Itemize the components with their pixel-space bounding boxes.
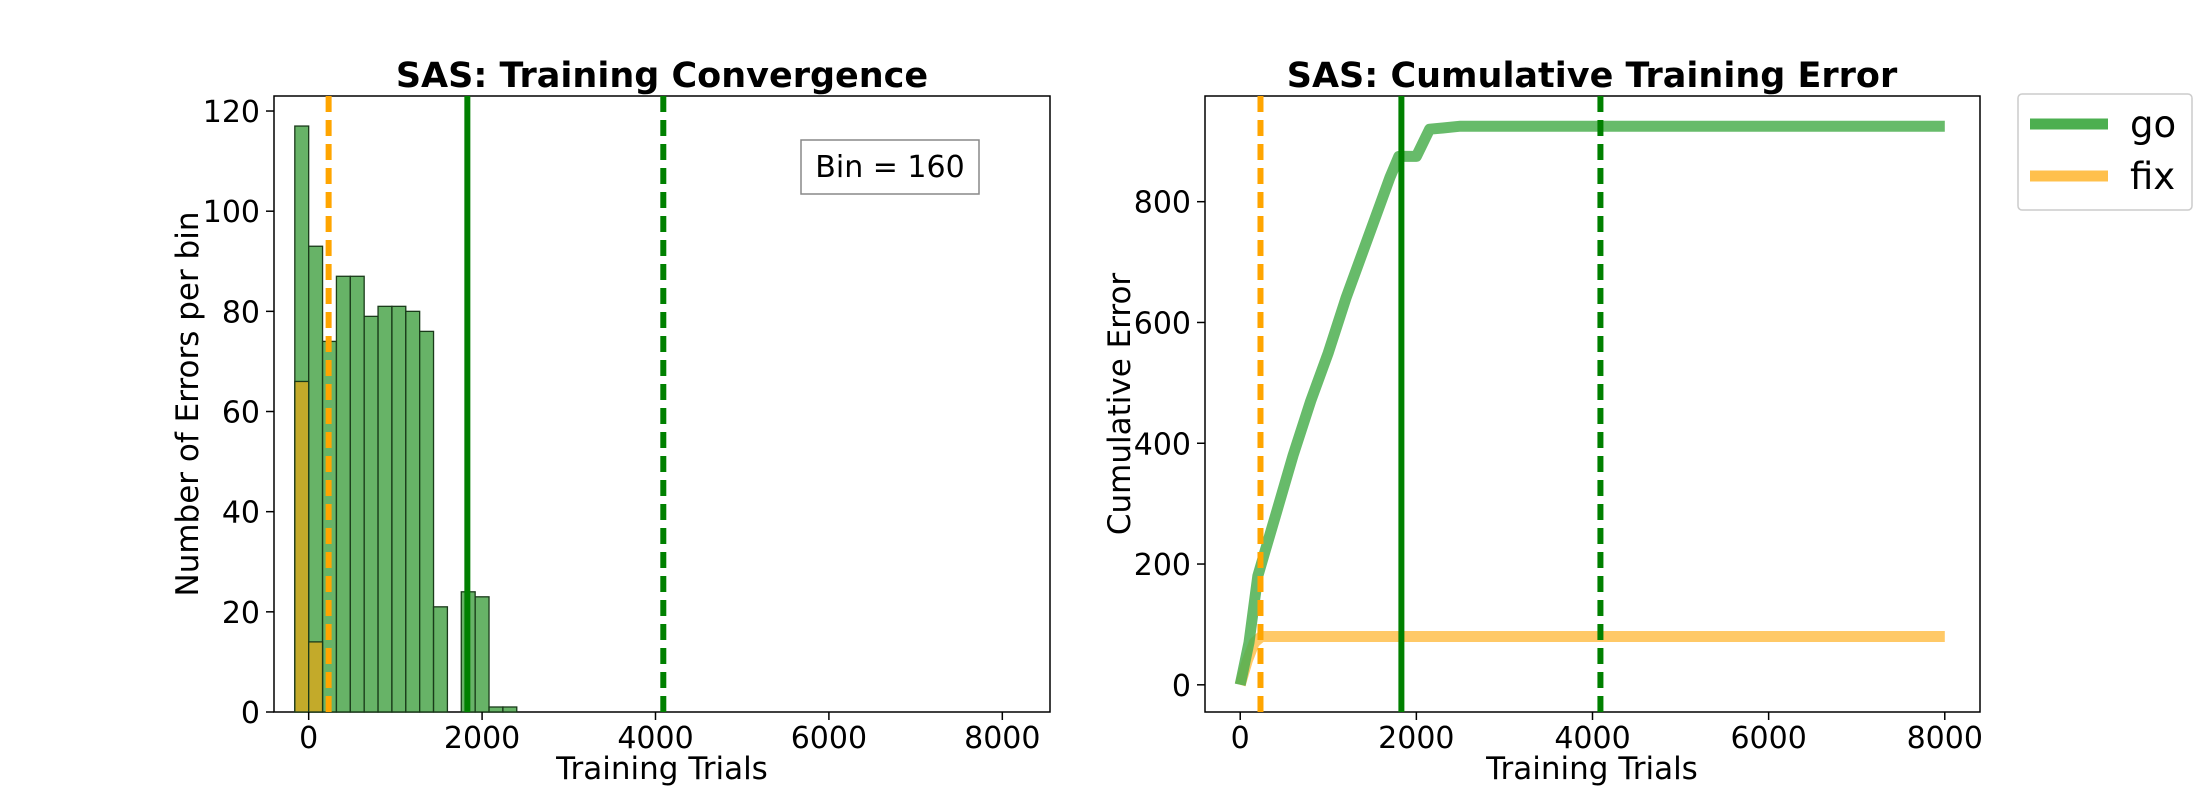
histogram-y-tick-label: 0: [241, 696, 260, 731]
cumulative-x-axis-label: Training Trials: [1485, 751, 1698, 787]
histogram-x-tick-label: 8000: [964, 721, 1040, 756]
histogram-x-tick-label: 6000: [791, 721, 867, 756]
histogram-y-tick-label: 80: [222, 295, 260, 330]
histogram-bar-go: [405, 310, 421, 713]
histogram-bar-fix: [308, 641, 324, 713]
cumulative-y-tick-label: 200: [1134, 548, 1191, 583]
histogram-y-tick-label: 20: [222, 596, 260, 631]
convergence-histogram-panel: 0 2000 4000 6000 8000 0 20 40 60 80 100 120 SAS: T…: [170, 56, 1051, 787]
cumulative-x-tick-label: 0: [1231, 721, 1250, 756]
cumulative-x-tick-label: 2000: [1378, 721, 1454, 756]
histogram-y-tick-label: 40: [222, 496, 260, 531]
cumulative-line-fix: [1234, 631, 1945, 687]
legend: go fix: [2017, 93, 2193, 211]
cumulative-title: SAS: Cumulative Training Error: [1287, 56, 1898, 96]
cumulative-x-tick-label: 4000: [1554, 721, 1630, 756]
cumulative-line-go: [1234, 120, 1945, 686]
histogram-bar-go: [502, 706, 518, 713]
histogram-x-tick-label: 0: [299, 721, 318, 756]
bin-size-note-box: [800, 139, 980, 195]
legend-label-go: go: [2130, 103, 2176, 146]
cumulative-x-tick-label: 6000: [1730, 721, 1806, 756]
cumulative-error-panel: 0 2000 4000 6000 8000 0 200 400 600 800 SAS: Cum…: [1102, 56, 1983, 787]
cumulative-y-axis-label: Cumulative Error: [1102, 273, 1138, 536]
cumulative-y-tick-label: 800: [1134, 186, 1191, 221]
histogram-bar-go: [335, 275, 351, 713]
histogram-y-axis-label: Number of Errors per bin: [170, 212, 206, 597]
histogram-y-tick-label: 60: [222, 396, 260, 431]
histogram-bar-go: [474, 596, 490, 713]
cumulative-x-tick-label: 8000: [1907, 721, 1983, 756]
histogram-x-axis-label: Training Trials: [555, 751, 768, 787]
histogram-y-tick-label: 120: [203, 95, 260, 130]
histogram-x-tick-label: 4000: [617, 721, 693, 756]
histogram-x-tick-label: 2000: [444, 721, 520, 756]
histogram-title: SAS: Training Convergence: [396, 56, 928, 96]
histogram-bar-go: [419, 330, 435, 713]
bin-size-note: Bin = 160: [800, 139, 980, 195]
cumulative-y-tick-label: 400: [1134, 427, 1191, 462]
histogram-bar-go: [432, 606, 449, 713]
histogram-bar-fix: [294, 380, 310, 713]
histogram-bar-go: [349, 275, 365, 713]
cumulative-axes-frame: [1204, 95, 1981, 713]
histogram-bar-go: [488, 706, 504, 713]
histogram-bar-go: [377, 305, 393, 713]
cumulative-y-tick-label: 600: [1134, 306, 1191, 341]
histogram-y-tick-label: 100: [203, 195, 260, 230]
bin-size-note-text: Bin = 160: [815, 150, 964, 185]
histogram-bar-go: [391, 305, 407, 713]
cumulative-y-tick-label: 0: [1172, 669, 1191, 704]
histogram-bar-go: [363, 315, 379, 713]
legend-label-fix: fix: [2130, 155, 2175, 198]
